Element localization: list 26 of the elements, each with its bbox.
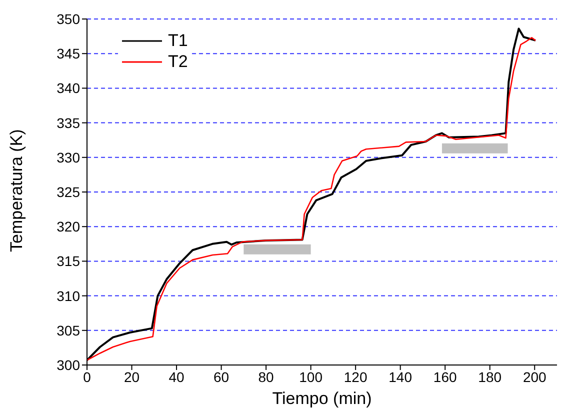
x-tick-label: 60 — [213, 368, 230, 385]
legend-label: T1 — [168, 30, 188, 51]
y-tick-label: 335 — [56, 114, 80, 131]
x-tick-label: 140 — [388, 368, 412, 385]
x-tick-label: 40 — [168, 368, 185, 385]
legend-label: T2 — [168, 51, 188, 72]
x-axis-title: Tiempo (min) — [272, 389, 372, 408]
x-tick-label: 100 — [299, 368, 323, 385]
y-tick-label: 305 — [56, 322, 80, 338]
x-tick-label: 160 — [433, 368, 457, 385]
x-tick-label: 80 — [258, 368, 274, 385]
y-tick-label: 325 — [56, 184, 80, 200]
y-tick-label: 350 — [56, 10, 80, 27]
x-tick-label: 120 — [344, 368, 368, 385]
x-tick-label: 0 — [83, 368, 92, 385]
y-tick-label: 310 — [56, 288, 80, 304]
y-tick-label: 315 — [56, 253, 80, 270]
y-tick-label: 300 — [56, 356, 80, 373]
y-axis-title: Temperatura (K) — [7, 129, 26, 252]
y-tick-label: 345 — [56, 46, 80, 62]
x-tick-label: 180 — [478, 368, 502, 385]
y-tick-label: 320 — [56, 218, 80, 235]
x-tick-label: 200 — [522, 368, 547, 385]
y-tick-label: 330 — [56, 149, 80, 166]
x-tick-label: 20 — [124, 368, 140, 385]
y-tick-label: 340 — [56, 80, 80, 96]
